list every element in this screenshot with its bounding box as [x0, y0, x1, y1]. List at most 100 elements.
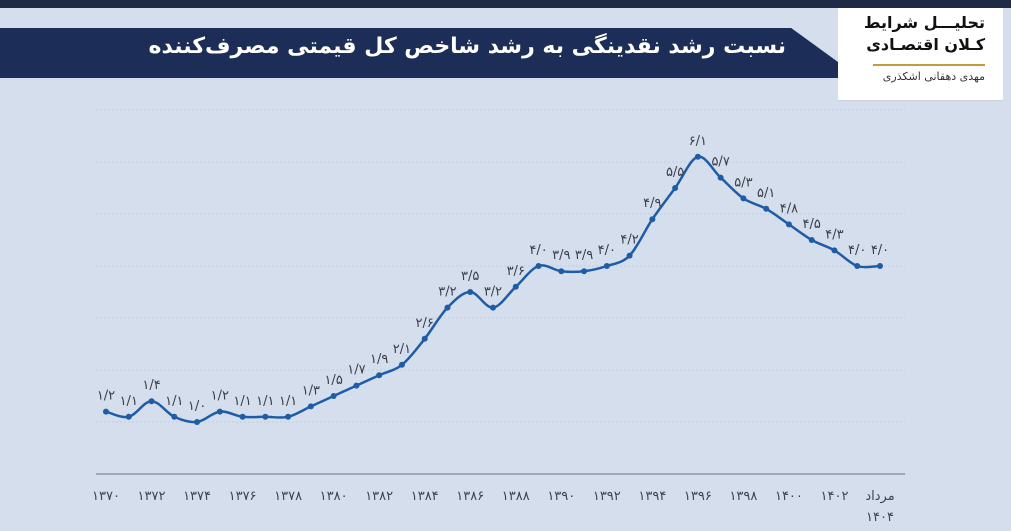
brand-title-line2: کـلان اقتصـادی	[866, 35, 985, 54]
x-tick-label: ۱۳۹۶	[684, 489, 712, 504]
brand-underline	[873, 64, 985, 66]
brand-title-line1: تحلیـــل شرایط	[863, 13, 985, 32]
data-point	[808, 237, 815, 243]
data-point	[512, 283, 519, 290]
data-point	[285, 413, 292, 420]
x-tick-label: ۱۳۸۸	[502, 489, 530, 504]
data-label: ۴/۰	[529, 243, 547, 258]
x-tick-label: ۱۳۹۴	[638, 489, 666, 504]
data-label: ۳/۹	[575, 248, 593, 263]
data-point	[763, 205, 770, 212]
x-tick-label: ۱۳۹۸	[729, 489, 757, 504]
chart-title: نسبت رشد نقدینگی به رشد شاخص کل قیمتی مص…	[148, 34, 786, 59]
data-label: ۵/۷	[711, 155, 729, 170]
top-bar	[0, 0, 1011, 8]
data-point	[239, 413, 246, 420]
data-label: ۱/۱	[165, 394, 183, 409]
data-label: ۳/۵	[461, 269, 479, 284]
data-label: ۴/۹	[643, 196, 661, 211]
data-point	[603, 263, 610, 269]
data-label: ۱/۳	[302, 383, 320, 398]
data-label: ۱/۲	[211, 389, 229, 404]
data-point	[376, 372, 383, 379]
data-point	[581, 268, 588, 275]
x-tick-label: ۱۴۰۴	[866, 510, 894, 525]
x-tick-labels: ۱۳۷۰ ۱۳۷۲ ۱۳۷۴ ۱۳۷۶ ۱۳۷۸ ۱۳۸۰ ۱۳۸۲ ۱۳۸۴ ۱۳۸۶ ۱۳۸۸…	[92, 489, 895, 525]
x-tick-label: ۱۳۷۸	[274, 489, 302, 504]
data-label: ۳/۲	[484, 285, 502, 300]
x-tick-label: ۱۴۰۰	[775, 489, 803, 504]
data-point	[444, 304, 451, 311]
data-label: ۱/۱	[279, 394, 297, 409]
data-label: ۱/۱	[233, 394, 251, 409]
data-label: ۱/۲	[97, 389, 115, 404]
data-point	[535, 263, 542, 269]
x-tick-label: ۱۳۹۰	[547, 489, 575, 504]
data-label: ۴/۰	[848, 243, 866, 258]
data-label: ۱/۹	[370, 352, 388, 367]
x-tick-label: ۱۳۸۶	[456, 489, 484, 504]
data-point	[740, 195, 747, 202]
data-label: ۱/۷	[347, 363, 365, 378]
data-point	[353, 382, 360, 389]
data-label: ۱/۱	[256, 394, 274, 409]
data-label: ۵/۳	[734, 175, 752, 190]
data-label: ۱/۰	[188, 399, 206, 414]
data-label: ۴/۵	[803, 217, 821, 232]
data-label: ۳/۶	[507, 264, 525, 279]
data-point	[330, 393, 337, 399]
data-point	[717, 174, 724, 181]
data-point	[672, 185, 679, 191]
data-point	[558, 268, 565, 275]
x-tick-label: ۱۳۷۶	[229, 489, 257, 504]
data-label: ۱/۵	[324, 373, 342, 388]
data-label: ۱/۴	[142, 378, 160, 393]
data-point	[262, 413, 269, 420]
data-label: ۴/۰	[598, 243, 616, 258]
data-point	[125, 413, 132, 420]
data-point	[467, 289, 474, 295]
brand-title: تحلیـــل شرایط کـلان اقتصـادی	[864, 12, 985, 56]
data-label: ۲/۱	[393, 342, 411, 357]
x-tick-label: ۱۳۸۲	[365, 489, 393, 504]
data-label: ۴/۳	[825, 227, 843, 242]
title-banner	[0, 28, 860, 78]
data-label: ۵/۵	[666, 165, 684, 180]
data-point	[194, 419, 201, 425]
data-label: ۳/۹	[552, 248, 570, 263]
data-point	[785, 221, 792, 228]
x-tick-label: ۱۳۷۴	[183, 489, 211, 504]
data-point	[307, 403, 314, 410]
data-label: ۶/۱	[689, 134, 707, 149]
data-point	[626, 252, 633, 259]
data-point	[148, 398, 155, 405]
data-point	[103, 408, 109, 415]
data-label: ۱/۱	[120, 394, 138, 409]
x-tick-label: ۱۴۰۲	[821, 489, 849, 504]
data-point	[421, 335, 428, 342]
x-tick-label: ۱۳۷۰	[92, 489, 120, 504]
data-label: ۵/۱	[757, 186, 775, 201]
author-name: مهدی دهقانی اشکذری	[882, 70, 985, 83]
data-point	[854, 263, 861, 269]
data-label: ۲/۶	[416, 316, 434, 331]
data-points	[103, 153, 883, 425]
x-tick-label: ۱۳۸۴	[411, 489, 439, 504]
data-label: ۳/۲	[438, 285, 456, 300]
data-point	[877, 263, 883, 269]
data-point	[171, 413, 178, 420]
data-point	[398, 361, 405, 368]
data-label: ۴/۲	[620, 233, 638, 248]
data-point	[649, 216, 656, 223]
grid-lines	[96, 109, 905, 423]
data-point	[831, 247, 838, 254]
data-label: ۴/۸	[780, 201, 798, 216]
data-point	[216, 408, 223, 415]
x-tick-label: ۱۳۸۰	[320, 489, 348, 504]
x-tick-label: مرداد	[865, 489, 894, 504]
x-tick-label: ۱۳۹۲	[593, 489, 621, 504]
data-point	[490, 304, 496, 311]
data-point	[694, 153, 701, 160]
x-tick-label: ۱۳۷۲	[138, 489, 166, 504]
